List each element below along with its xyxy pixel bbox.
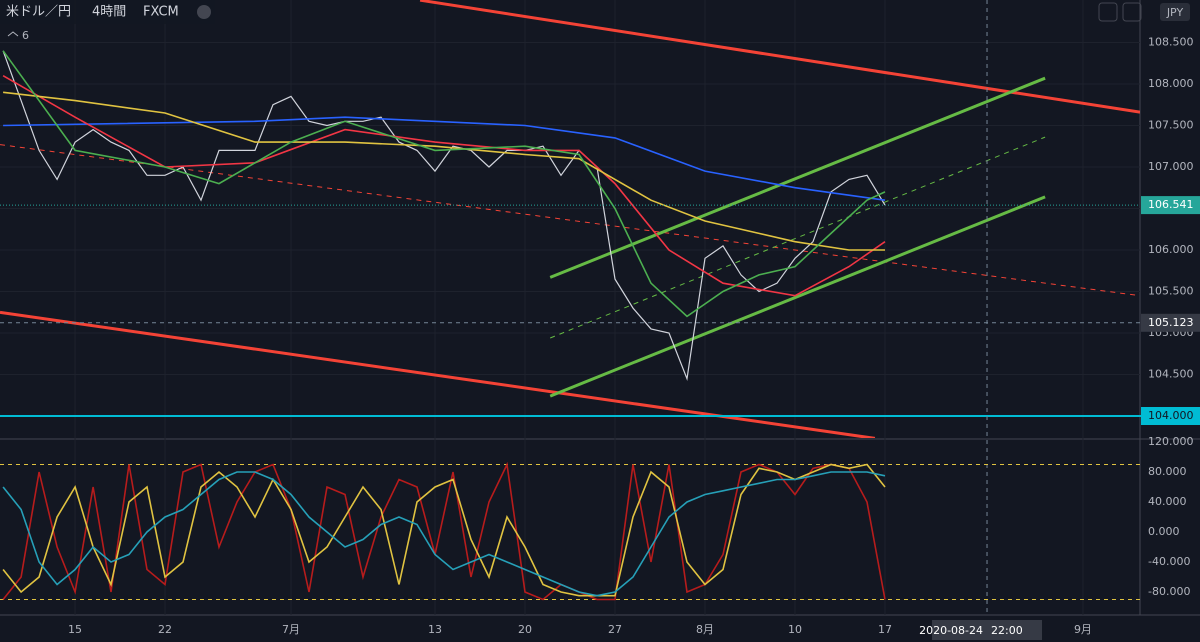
y-tick-label: 106.000 xyxy=(1148,243,1194,256)
level-label: 104.000 xyxy=(1148,409,1194,422)
toggle[interactable] xyxy=(197,5,211,19)
indicator-count[interactable]: 6 xyxy=(22,29,29,42)
crosshair-time-badge xyxy=(932,620,1043,640)
interval[interactable]: 4時間 xyxy=(92,5,126,20)
collapse-icon[interactable] xyxy=(7,31,19,37)
x-tick-label: 13 xyxy=(428,623,442,636)
currency[interactable]: JPY xyxy=(1166,6,1184,19)
trend-line xyxy=(549,195,1046,398)
y-tick-label: 107.000 xyxy=(1148,160,1194,173)
y-tick-label: 0.000 xyxy=(1148,525,1180,538)
series-line xyxy=(3,116,886,201)
crosshair-time: 22:00 xyxy=(991,624,1023,637)
series-line xyxy=(2,461,886,601)
trend-line xyxy=(419,0,1140,114)
series-line xyxy=(2,50,886,382)
x-tick-label: 27 xyxy=(608,623,622,636)
symbol[interactable]: 米ドル／円 xyxy=(6,5,71,20)
y-tick-label: 104.500 xyxy=(1148,368,1194,381)
x-tick-label: 8月 xyxy=(696,623,714,636)
x-tick-label: 20 xyxy=(518,623,532,636)
series-line xyxy=(2,471,886,597)
settings-button[interactable] xyxy=(1122,2,1142,22)
crosshair-date: 2020-08-24 xyxy=(919,624,983,637)
x-tick-label: 9月 xyxy=(1074,623,1092,636)
series-line xyxy=(3,91,885,251)
y-tick-label: -80.000 xyxy=(1148,585,1190,598)
price-badge xyxy=(1141,407,1200,426)
x-tick-label: 17 xyxy=(878,623,892,636)
source[interactable]: FXCM xyxy=(143,5,179,20)
x-tick-label: 7月 xyxy=(282,623,300,636)
y-tick-label: 108.000 xyxy=(1148,77,1194,90)
pane xyxy=(0,461,1140,601)
x-tick-label: 15 xyxy=(68,623,82,636)
crosshair-price: 105.123 xyxy=(1148,316,1194,329)
trend-line xyxy=(0,144,1140,297)
y-tick-label: 120.000 xyxy=(1148,435,1194,448)
price-badge xyxy=(1141,196,1200,215)
x-tick-label: 10 xyxy=(788,623,802,636)
y-tick-label: 107.500 xyxy=(1148,118,1194,131)
y-tick-label: 108.500 xyxy=(1148,35,1194,48)
y-tick-label: 105.500 xyxy=(1148,285,1194,298)
series-line xyxy=(2,50,886,318)
header-bg xyxy=(0,0,215,24)
download-button[interactable] xyxy=(1098,2,1118,22)
y-tick-label: 40.000 xyxy=(1148,495,1187,508)
y-tick-label: 80.000 xyxy=(1148,465,1187,478)
y-tick-label: -40.000 xyxy=(1148,555,1190,568)
pane xyxy=(0,0,1140,438)
currency-button[interactable] xyxy=(1160,3,1190,21)
last-price-label: 106.541 xyxy=(1148,198,1194,211)
x-tick-label: 22 xyxy=(158,623,172,636)
crosshair-badge xyxy=(1141,313,1200,332)
trend-line xyxy=(0,310,876,438)
series-line xyxy=(2,463,886,597)
